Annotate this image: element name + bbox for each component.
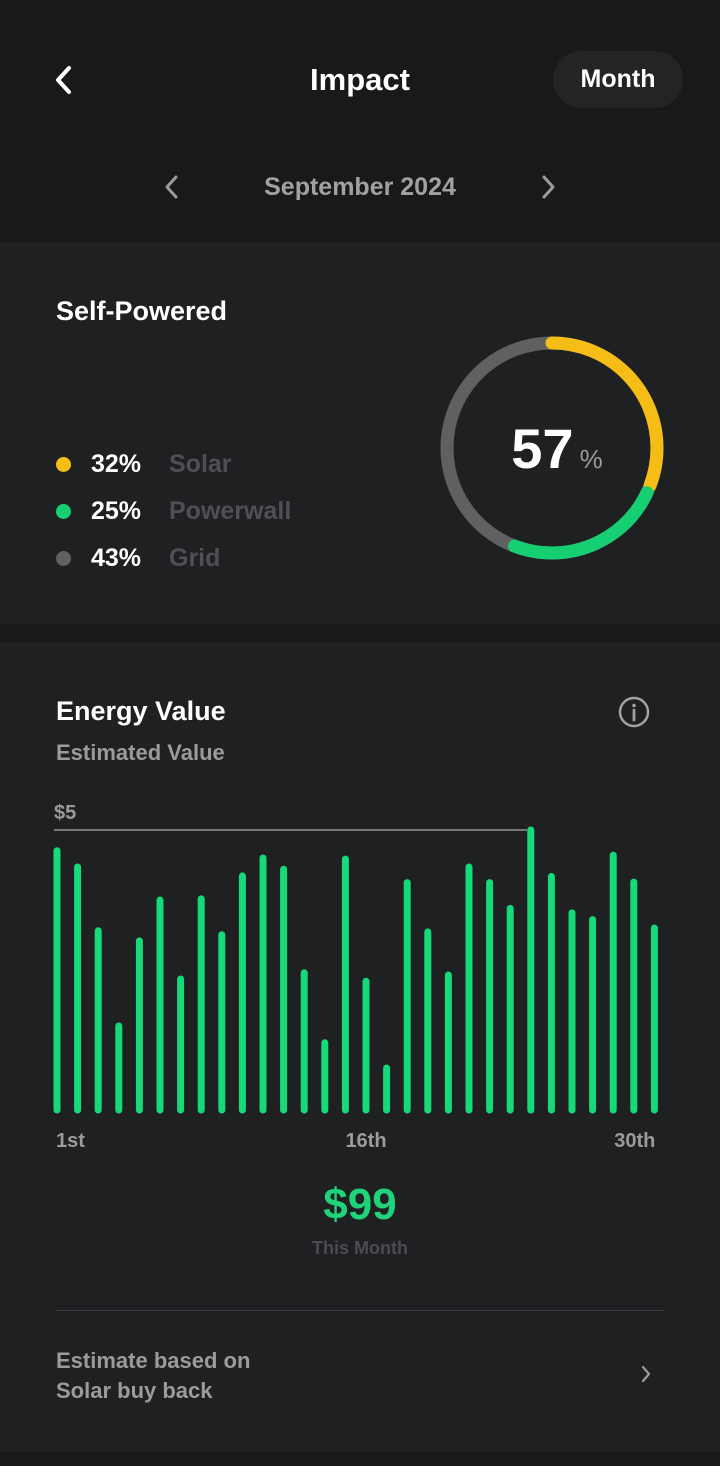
total-label: This Month: [312, 1238, 408, 1258]
estimate-basis-text: Estimate based on Solar buy back: [56, 1346, 250, 1406]
energy-value-title: Energy Value: [56, 696, 226, 726]
self-powered-unit: %: [579, 443, 603, 474]
legend-item-solar: 32% Solar: [56, 446, 232, 482]
header: Impact Month September 2024: [0, 0, 720, 242]
legend-label: Grid: [169, 543, 221, 572]
energy-value-subtitle: Estimated Value: [56, 740, 225, 765]
info-icon[interactable]: [616, 694, 652, 730]
x-axis-tick-label: 16th: [345, 1130, 386, 1152]
legend-percent: 25%: [91, 496, 142, 525]
x-axis-tick-label: 1st: [56, 1130, 85, 1152]
estimate-basis-line-1: Estimate based on: [56, 1348, 251, 1373]
legend-label: Powerwall: [169, 496, 292, 525]
previous-period-button[interactable]: [155, 165, 189, 209]
back-button[interactable]: [44, 58, 84, 102]
self-powered-donut: [440, 336, 664, 560]
y-axis-tick-label: $5: [54, 802, 76, 824]
chevron-right-icon: [641, 1365, 651, 1383]
next-period-button[interactable]: [531, 165, 565, 209]
energy-value-chart: $5 1st 16th 30th: [53, 802, 658, 1152]
divider: [56, 1310, 664, 1311]
legend-label: Solar: [169, 449, 232, 478]
donut-segment-powerwall: [440, 336, 664, 560]
grid-dot-icon: [56, 550, 71, 566]
date-label: September 2024: [264, 173, 456, 201]
self-powered-card: [0, 243, 720, 624]
solar-dot-icon: [56, 456, 71, 472]
chevron-left-icon: [165, 175, 178, 199]
estimate-basis-row[interactable]: Estimate based on Solar buy back: [56, 1346, 664, 1408]
estimate-basis-line-2: Solar buy back: [56, 1378, 213, 1403]
chevron-right-icon: [542, 175, 555, 199]
page-title: Impact: [310, 62, 410, 97]
self-powered-title: Self-Powered: [56, 296, 228, 326]
donut-center: 57 %: [440, 336, 664, 560]
powerwall-dot-icon: [56, 503, 71, 519]
self-powered-value: 57: [511, 416, 574, 480]
donut-segment-solar: [440, 336, 664, 560]
legend-percent: 43%: [91, 543, 142, 572]
period-selector-button[interactable]: Month: [553, 51, 683, 108]
total-value: $99: [323, 1180, 397, 1229]
chevron-left-icon: [56, 66, 71, 94]
x-axis-tick-label: 30th: [614, 1130, 655, 1152]
legend-item-grid: 43% Grid: [56, 540, 220, 576]
legend-item-powerwall: 25% Powerwall: [56, 493, 291, 529]
date-navigator: September 2024: [0, 165, 720, 209]
legend-percent: 32%: [91, 449, 142, 478]
